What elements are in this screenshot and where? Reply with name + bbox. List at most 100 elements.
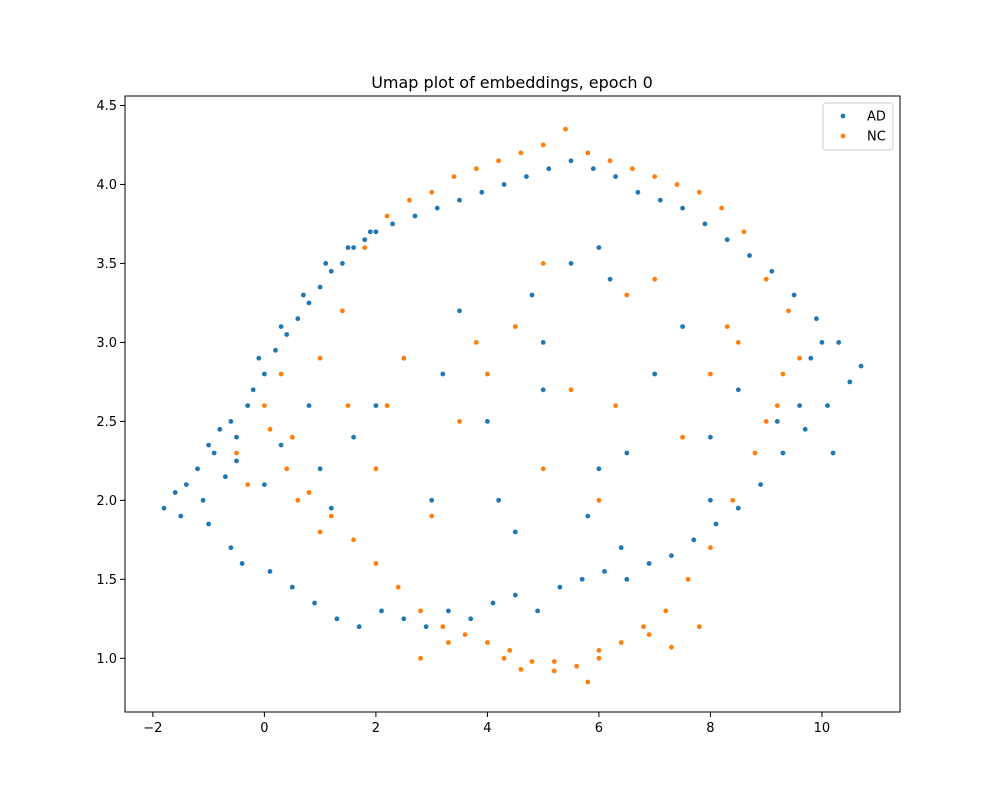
x-tick-label: 8 xyxy=(706,721,714,736)
point-ad xyxy=(306,300,312,306)
point-nc xyxy=(585,679,591,685)
series-nc xyxy=(234,126,802,685)
point-ad xyxy=(485,419,490,424)
point-nc xyxy=(724,324,730,329)
point-ad xyxy=(334,616,340,622)
point-ad xyxy=(172,490,178,495)
point-ad xyxy=(529,292,535,298)
point-ad xyxy=(585,513,591,519)
point-ad xyxy=(379,608,384,614)
x-axis: −2 0 2 4 6 8 10 xyxy=(143,712,830,736)
point-ad xyxy=(239,561,245,566)
point-ad xyxy=(747,253,752,258)
point-ad xyxy=(669,553,674,558)
point-ad xyxy=(284,332,290,337)
point-nc xyxy=(234,450,239,456)
point-ad xyxy=(206,442,212,448)
point-nc xyxy=(429,189,435,195)
point-nc xyxy=(708,371,713,377)
point-nc xyxy=(295,497,301,503)
point-ad xyxy=(602,569,607,574)
x-tick-label: 4 xyxy=(483,721,491,736)
point-ad xyxy=(624,450,630,456)
point-ad xyxy=(819,340,825,345)
point-nc xyxy=(395,584,401,590)
legend-label-ad: AD xyxy=(867,110,886,125)
point-nc xyxy=(446,640,451,645)
plot-area-frame xyxy=(124,95,901,713)
point-nc xyxy=(518,150,524,156)
point-nc xyxy=(384,403,390,408)
point-ad xyxy=(262,371,267,377)
point-ad xyxy=(546,166,552,172)
point-nc xyxy=(473,340,479,345)
point-nc xyxy=(652,276,658,282)
point-nc xyxy=(741,229,747,235)
point-ad xyxy=(836,340,842,345)
point-ad xyxy=(273,347,278,353)
point-nc xyxy=(596,648,602,653)
point-ad xyxy=(328,505,334,511)
point-nc xyxy=(440,624,446,630)
point-ad xyxy=(646,561,652,566)
point-ad xyxy=(373,403,379,408)
point-nc xyxy=(730,497,736,503)
point-ad xyxy=(618,545,624,551)
point-ad xyxy=(568,261,574,266)
point-ad xyxy=(479,189,485,195)
point-nc xyxy=(596,655,602,661)
point-nc xyxy=(284,466,290,472)
point-ad xyxy=(657,197,663,203)
point-nc xyxy=(289,434,295,440)
point-nc xyxy=(596,497,602,503)
point-nc xyxy=(512,324,518,329)
point-ad xyxy=(680,205,685,211)
point-nc xyxy=(451,174,457,180)
point-ad xyxy=(434,205,440,211)
point-ad xyxy=(512,592,518,598)
x-tick-label: 2 xyxy=(372,721,380,736)
points-layer xyxy=(161,126,864,685)
point-nc xyxy=(267,426,273,432)
point-nc xyxy=(540,142,546,148)
point-ad xyxy=(390,221,395,227)
point-ad xyxy=(206,521,212,527)
point-nc xyxy=(646,632,652,637)
point-nc xyxy=(607,158,613,164)
point-ad xyxy=(457,308,462,314)
point-ad xyxy=(708,434,713,440)
point-ad xyxy=(596,466,602,472)
point-ad xyxy=(317,284,323,290)
point-ad xyxy=(496,497,501,503)
point-nc xyxy=(680,434,685,440)
point-nc xyxy=(618,640,624,645)
point-ad xyxy=(568,158,574,164)
point-ad xyxy=(607,276,613,282)
point-nc xyxy=(462,632,468,637)
point-nc xyxy=(328,513,334,519)
point-ad xyxy=(774,419,780,424)
point-ad xyxy=(830,450,836,456)
point-ad xyxy=(312,600,317,606)
point-ad xyxy=(501,182,507,187)
point-ad xyxy=(797,403,802,408)
point-nc xyxy=(418,655,423,661)
point-ad xyxy=(217,426,223,432)
point-ad xyxy=(680,324,685,329)
point-nc xyxy=(501,655,507,661)
legend-frame xyxy=(822,102,894,151)
point-ad xyxy=(256,355,262,361)
point-ad xyxy=(708,497,713,503)
point-nc xyxy=(585,150,591,156)
point-nc xyxy=(485,371,490,377)
x-tick-label: 0 xyxy=(260,721,268,736)
point-nc xyxy=(663,608,669,614)
point-nc xyxy=(317,529,323,535)
point-nc xyxy=(457,419,462,424)
point-ad xyxy=(540,340,546,345)
point-ad xyxy=(490,600,496,606)
point-nc xyxy=(763,419,769,424)
y-tick-label: 4.0 xyxy=(96,178,117,193)
point-nc xyxy=(317,355,323,361)
point-ad xyxy=(613,174,618,180)
